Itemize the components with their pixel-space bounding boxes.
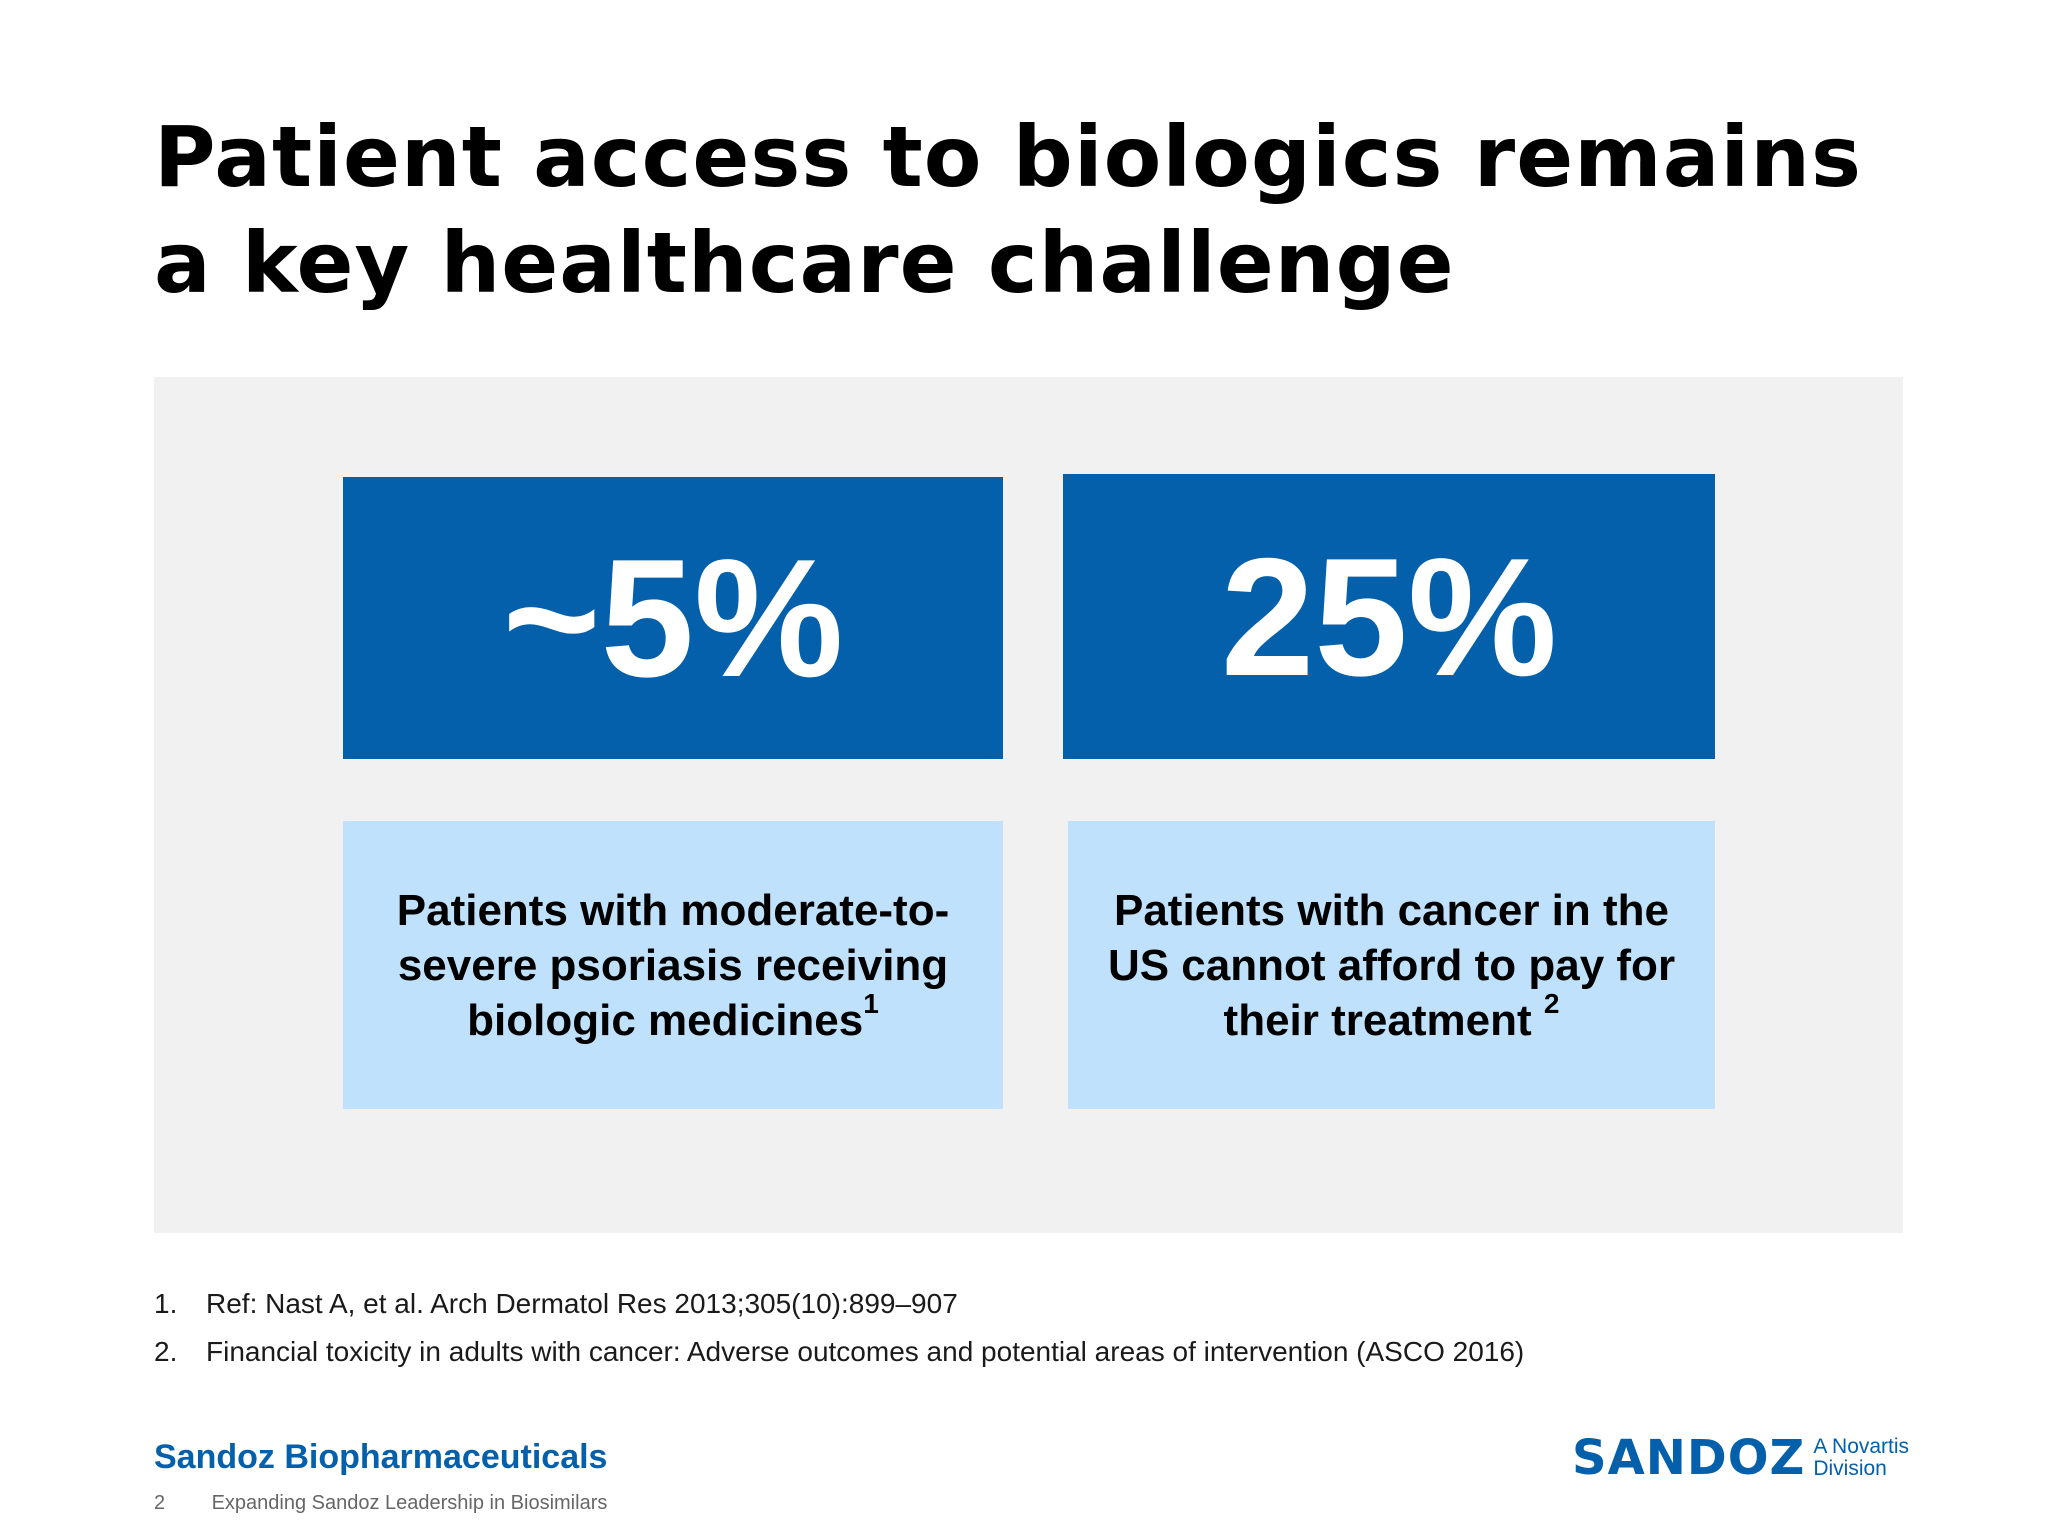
reference-marker: 1	[863, 987, 879, 1019]
logo-subtitle: A Novartis Division	[1813, 1436, 1909, 1480]
reference-marker: 2	[1543, 987, 1560, 1019]
footer: 2 Expanding Sandoz Leadership in Biosimi…	[154, 1492, 607, 1515]
reference-number: 1.	[154, 1288, 178, 1319]
stat-value: 25%	[1220, 522, 1558, 711]
reference-item: 2. Financial toxicity in adults with can…	[154, 1328, 1904, 1376]
page-number: 2	[154, 1492, 166, 1514]
stat-box-psoriasis: ~5%	[343, 477, 1003, 759]
reference-text: Ref: Nast A, et al. Arch Dermatol Res 20…	[206, 1288, 958, 1319]
deck-title: Expanding Sandoz Leadership in Biosimila…	[211, 1492, 608, 1514]
slide-title: Patient access to biologics remains a ke…	[154, 104, 2014, 316]
reference-item: 1. Ref: Nast A, et al. Arch Dermatol Res…	[154, 1280, 1904, 1328]
reference-list: 1. Ref: Nast A, et al. Arch Dermatol Res…	[154, 1280, 1904, 1376]
slide-title-line-2: a key healthcare challenge	[154, 214, 1455, 312]
logo-subtitle-line-1: A Novartis	[1813, 1435, 1910, 1458]
reference-number: 2.	[154, 1336, 178, 1367]
stat-description-text: Patients with moderate-to-severe psorias…	[396, 885, 950, 1045]
stat-description-cancer: Patients with cancer in the US cannot af…	[1068, 821, 1715, 1109]
reference-text: Financial toxicity in adults with cancer…	[206, 1336, 1525, 1367]
sandoz-logo: SANDOZ A Novartis Division	[1572, 1428, 1909, 1488]
footer-brand: Sandoz Biopharmaceuticals	[154, 1438, 608, 1476]
stat-value: ~5%	[502, 524, 844, 712]
stat-description-text: Patients with cancer in the US cannot af…	[1107, 885, 1676, 1045]
stat-description-psoriasis: Patients with moderate-to-severe psorias…	[343, 821, 1003, 1109]
slide-title-line-1: Patient access to biologics remains	[154, 108, 1862, 206]
logo-subtitle-line-2: Division	[1813, 1457, 1887, 1480]
stat-box-cancer: 25%	[1063, 474, 1715, 759]
logo-wordmark: SANDOZ	[1572, 1430, 1806, 1486]
